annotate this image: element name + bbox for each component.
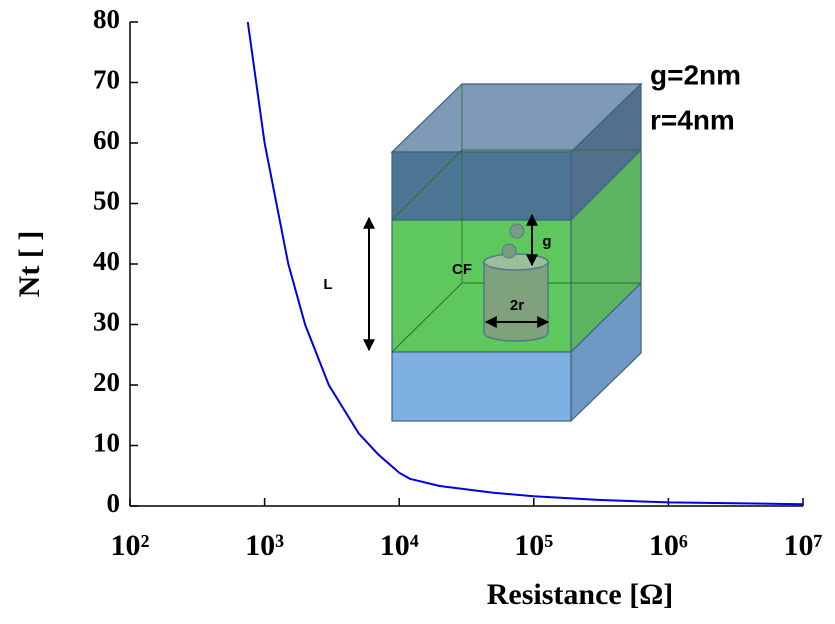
top-layer: [391, 151, 572, 221]
y-axis-label: Nt [ ]: [13, 231, 46, 298]
y-tick-label: 40: [93, 246, 120, 276]
inset-label: g: [542, 233, 551, 250]
y-tick-label: 10: [93, 428, 120, 458]
x-tick-label: 10⁵: [514, 529, 553, 562]
x-tick-label: 10⁷: [784, 529, 823, 562]
y-tick-label: 0: [107, 488, 121, 518]
x-tick-label: 10⁶: [649, 529, 688, 562]
annotation: g=2nm: [650, 59, 741, 90]
inset-label: CF: [452, 261, 472, 278]
y-tick-label: 80: [93, 4, 120, 34]
inset-label: 2r: [510, 297, 524, 314]
annotation: r=4nm: [650, 104, 735, 135]
inset-label: L: [323, 276, 332, 293]
y-tick-label: 70: [93, 65, 120, 95]
filament-top: [483, 253, 549, 271]
x-tick-label: 10³: [245, 529, 284, 562]
y-tick-label: 20: [93, 367, 120, 397]
bottom-layer: [391, 351, 572, 422]
y-tick-label: 50: [93, 186, 120, 216]
atom: [509, 223, 525, 239]
x-axis-label: Resistance [Ω]: [487, 578, 673, 611]
x-tick-label: 10²: [111, 529, 150, 562]
y-tick-label: 30: [93, 307, 120, 337]
data-line: [246, 21, 804, 506]
inset-diagram: L g CF 2r: [323, 82, 643, 423]
x-tick-label: 10⁴: [380, 529, 419, 562]
y-tick-label: 60: [93, 125, 120, 155]
atom: [501, 243, 517, 259]
